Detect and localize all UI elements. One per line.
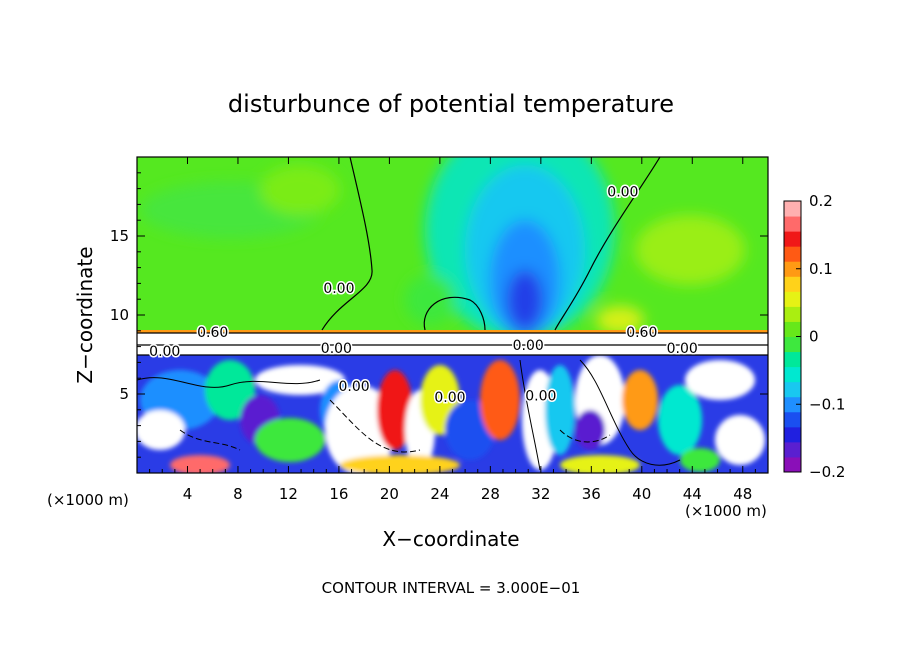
colorbar-tick-label: 0.2 (809, 192, 833, 210)
contour-label: 0.00 (525, 388, 556, 404)
colorbar-tick-label: 0 (809, 328, 819, 346)
x-unit-left: (×1000 m) (47, 491, 129, 509)
contour-label: 0.60 (626, 325, 657, 341)
contour-labels: 0.00 0.00 0.60 0.60 0.00 0.00 0.00 0.00 0.00 0.00… (148, 183, 700, 407)
x-axis-label: X−coordinate (382, 527, 519, 551)
colorbar-segment (784, 441, 801, 458)
contour-label: 0.00 (667, 341, 698, 357)
x-tick-label: 16 (329, 485, 348, 503)
contour-label: 0.00 (149, 344, 180, 360)
contour-label: 0.00 (321, 341, 352, 357)
x-tick-label: 28 (481, 485, 500, 503)
x-tick-label: 20 (380, 485, 399, 503)
x-tick-label: 32 (531, 485, 550, 503)
colorbar-segment (784, 276, 801, 292)
contour-label: 0.00 (323, 281, 354, 297)
colorbar: 0.2 0.1 0 −0.1 −0.2 (783, 192, 845, 481)
colorbar-segment (784, 456, 801, 473)
x-axis: 4 8 12 16 20 24 28 32 36 40 44 48 (149, 157, 756, 503)
y-axis-label: Z−coordinate (73, 246, 97, 383)
chart-title: disturbunce of potential temperature (228, 90, 674, 118)
colorbar-segment (784, 336, 801, 353)
y-axis: 5 10 15 (110, 172, 768, 458)
colorbar-segment (784, 381, 801, 398)
contour-label: 0.00 (338, 379, 369, 395)
colorbar-segment (784, 351, 801, 368)
colorbar-segment (784, 411, 801, 428)
contour-label: 0.00 (607, 185, 638, 201)
y-tick-label: 5 (119, 385, 129, 403)
colorbar-segment (784, 261, 801, 277)
colorbar-segment (784, 366, 801, 383)
x-tick-label: 12 (279, 485, 298, 503)
colorbar-segment (784, 291, 801, 307)
colorbar-segment (784, 396, 801, 413)
colorbar-segment (784, 426, 801, 443)
colorbar-segment (784, 231, 801, 247)
colorbar-segment (784, 216, 801, 232)
colorbar-tick-label: 0.1 (809, 260, 833, 278)
colorbar-segment (784, 306, 801, 322)
x-tick-label: 24 (430, 485, 449, 503)
colorbar-tick-label: −0.2 (809, 463, 845, 481)
x-tick-label: 40 (632, 485, 651, 503)
x-tick-label: 36 (582, 485, 601, 503)
y-tick-label: 10 (110, 306, 129, 324)
contour-label: 0.00 (434, 390, 465, 406)
x-tick-label: 44 (683, 485, 702, 503)
x-tick-label: 4 (183, 485, 193, 503)
colorbar-tick-label: −0.1 (809, 395, 845, 413)
heatmap-field (137, 157, 768, 473)
colorbar-segment (784, 201, 801, 217)
x-tick-label: 8 (233, 485, 243, 503)
contour-label: 0.00 (513, 338, 544, 354)
contour-label: 0.60 (197, 325, 228, 341)
x-unit-right: (×1000 m) (685, 502, 767, 520)
colorbar-segment (784, 246, 801, 262)
colorbar-segment (784, 321, 801, 337)
y-tick-label: 15 (110, 227, 129, 245)
x-tick-label: 48 (733, 485, 752, 503)
contour-interval-note: CONTOUR INTERVAL = 3.000E−01 (322, 579, 581, 597)
